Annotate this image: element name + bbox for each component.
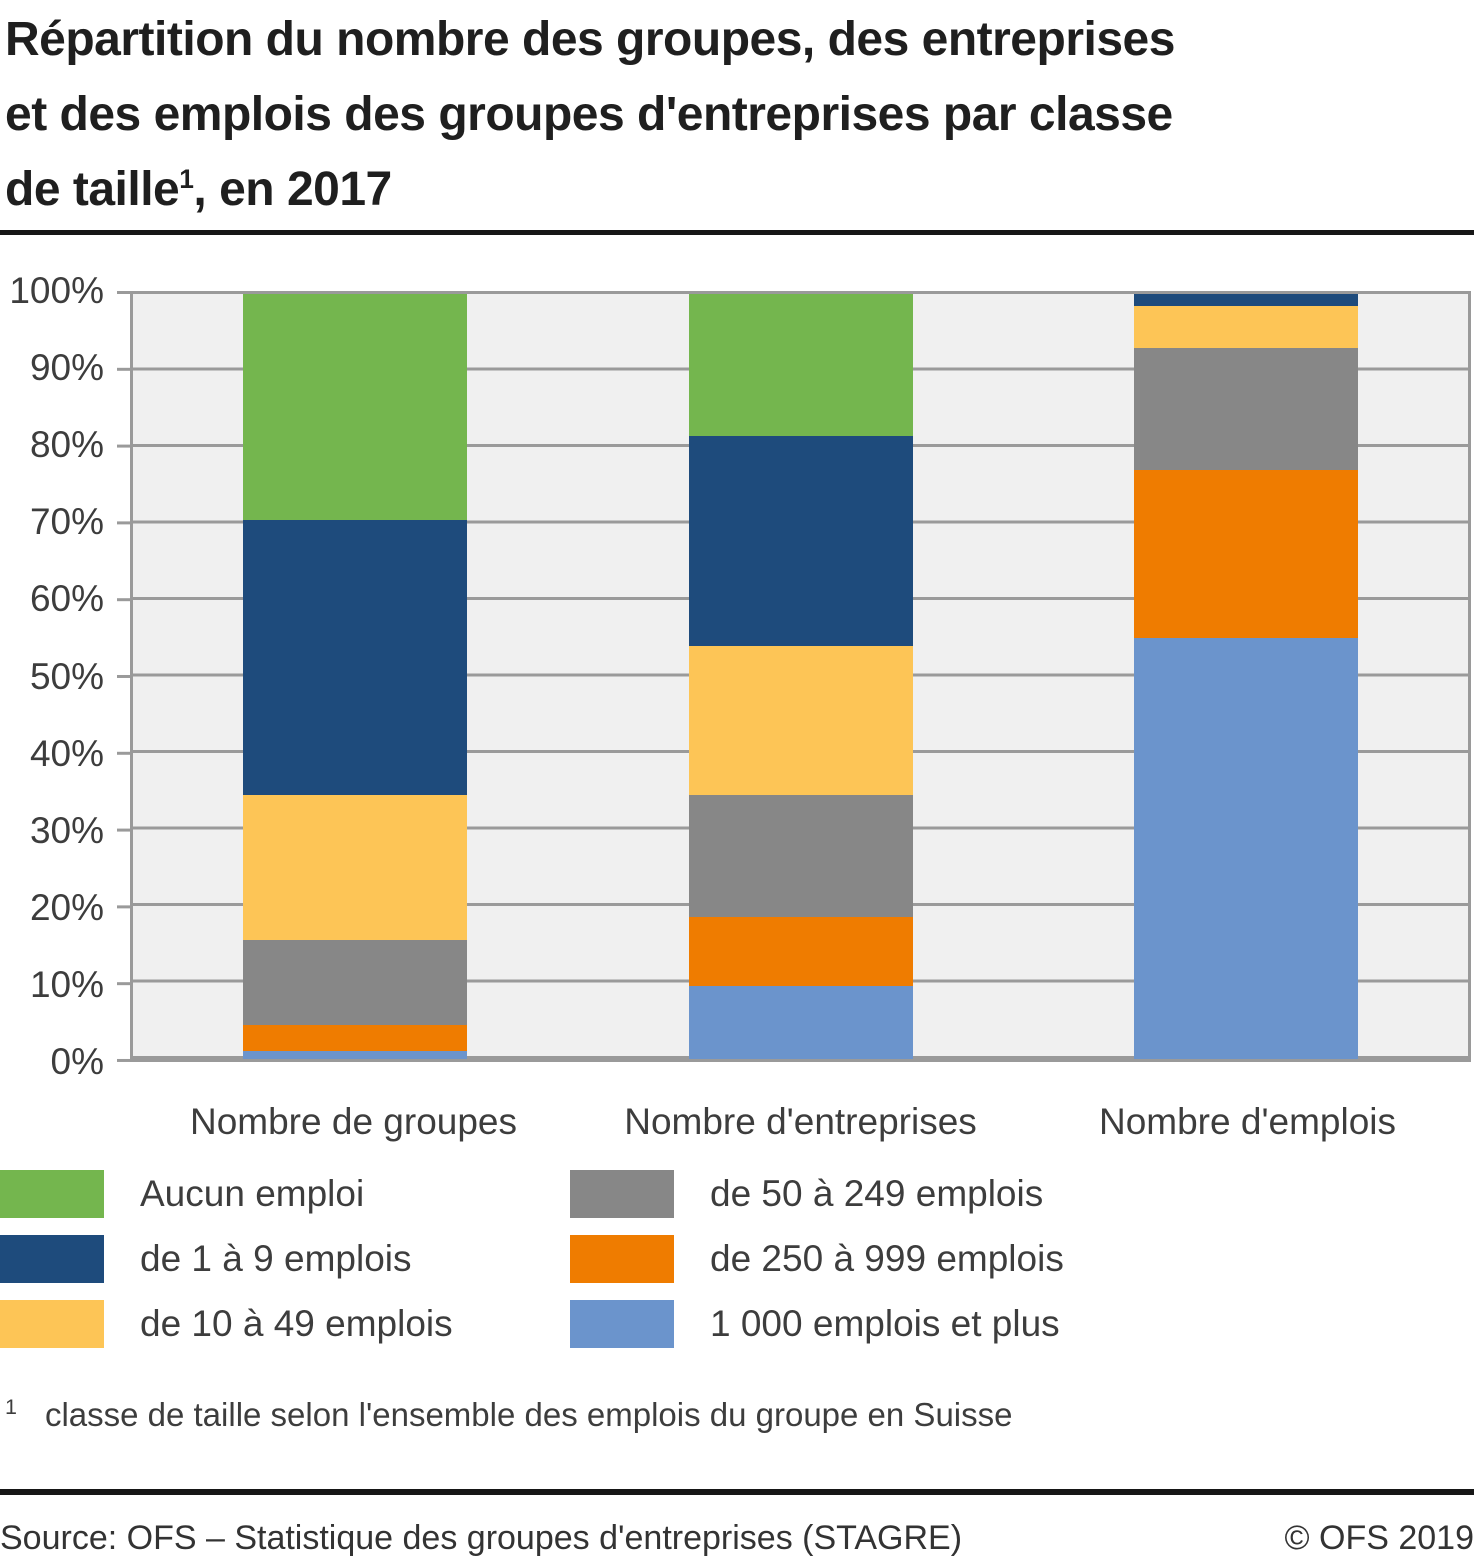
legend-item: de 250 à 999 emplois (570, 1235, 1064, 1283)
legend-label: de 50 à 249 emplois (710, 1173, 1044, 1214)
footnote: 1 classe de taille selon l'ensemble des e… (5, 1393, 1012, 1437)
stacked-bar (243, 294, 468, 1059)
title-divider-rule (0, 230, 1474, 235)
category-label: Nombre d'emplois (1098, 1101, 1396, 1142)
legend-item: de 10 à 49 emplois (0, 1300, 453, 1348)
legend-label: de 250 à 999 emplois (710, 1238, 1064, 1279)
y-axis-tick-label: 60% (29, 578, 104, 620)
legend-color-swatch (0, 1300, 104, 1348)
title-line-1: Répartition du nombre des groupes, des e… (5, 13, 1175, 66)
legend-label: de 10 à 49 emplois (140, 1303, 453, 1344)
footnote-text: classe de taille selon l'ensemble des em… (44, 1396, 1013, 1433)
legend-item: de 50 à 249 emplois (570, 1170, 1043, 1218)
footnote-marker: 1 (5, 1395, 17, 1419)
bar-segment (688, 795, 913, 918)
title-line-2: et des emplois des groupes d'entreprises… (5, 88, 1173, 141)
y-axis-labels: 100% 90% 80% 70% 60% 50% 40% 30% 20% 10% 0% (0, 272, 104, 1081)
bar-segment (243, 519, 468, 796)
bar-segment (1133, 305, 1358, 348)
bar-segment (1133, 638, 1358, 1059)
title-line-3-end: , en 2017 (193, 163, 392, 216)
stacked-bar (688, 294, 913, 1059)
legend-item: de 1 à 9 emplois (0, 1235, 412, 1283)
footer: Source: OFS – Statistique des groupes d'… (0, 1518, 1474, 1558)
y-axis-tick-label: 10% (29, 963, 104, 1005)
y-axis-ticks (117, 291, 130, 1062)
legend-label: 1 000 emplois et plus (710, 1303, 1060, 1344)
footer-divider-rule (0, 1489, 1474, 1495)
x-axis-category-labels: Nombre de groupes Nombre d'entreprises Nom… (130, 1100, 1471, 1144)
copyright-text: © OFS 2019 (1284, 1519, 1474, 1557)
stacked-bar (1133, 294, 1358, 1059)
legend-label: de 1 à 9 emplois (140, 1238, 412, 1279)
bar-segment (1133, 469, 1358, 639)
y-axis-tick-label: 40% (29, 732, 104, 774)
bar-segment (1133, 294, 1358, 306)
bar-segment (243, 294, 468, 520)
plot-area (130, 291, 1471, 1062)
legend-color-swatch (570, 1300, 674, 1348)
bar-segment (688, 435, 913, 646)
legend-item: 1 000 emplois et plus (570, 1300, 1060, 1348)
page-title: Répartition du nombre des groupes, des e… (5, 2, 1469, 227)
legend-color-swatch (570, 1235, 674, 1283)
category-label: Nombre d'entreprises (624, 1101, 977, 1142)
bar-segment (688, 294, 913, 436)
bar-segment (1133, 347, 1358, 470)
bar-segment (243, 940, 468, 1025)
y-axis-tick-label: 70% (29, 501, 104, 543)
y-axis-tick-label: 80% (29, 424, 104, 466)
legend-color-swatch (570, 1170, 674, 1218)
source-text: Source: OFS – Statistique des groupes d'… (0, 1519, 963, 1557)
title-footnote-marker: 1 (179, 164, 194, 194)
y-axis-tick-label: 30% (29, 809, 104, 851)
legend-color-swatch (0, 1170, 104, 1218)
legend-label: Aucun emploi (140, 1173, 365, 1214)
y-axis-tick-label: 90% (29, 347, 104, 389)
title-line-3: de taille (5, 163, 180, 216)
category-label: Nombre de groupes (189, 1101, 518, 1142)
y-axis-tick-label: 100% (9, 270, 104, 311)
bar-segment (243, 795, 468, 941)
bars-layer (133, 294, 1468, 1059)
y-axis-tick-label: 20% (29, 886, 104, 928)
legend-color-swatch (0, 1235, 104, 1283)
bar-segment (688, 986, 913, 1059)
bar-segment (243, 1051, 468, 1059)
y-axis-tick-label: 50% (29, 655, 104, 697)
bar-segment (243, 1024, 468, 1052)
legend-item: Aucun emploi (0, 1170, 364, 1218)
bar-segment (688, 917, 913, 987)
bar-segment (688, 645, 913, 796)
y-axis-tick-label: 0% (50, 1041, 104, 1082)
